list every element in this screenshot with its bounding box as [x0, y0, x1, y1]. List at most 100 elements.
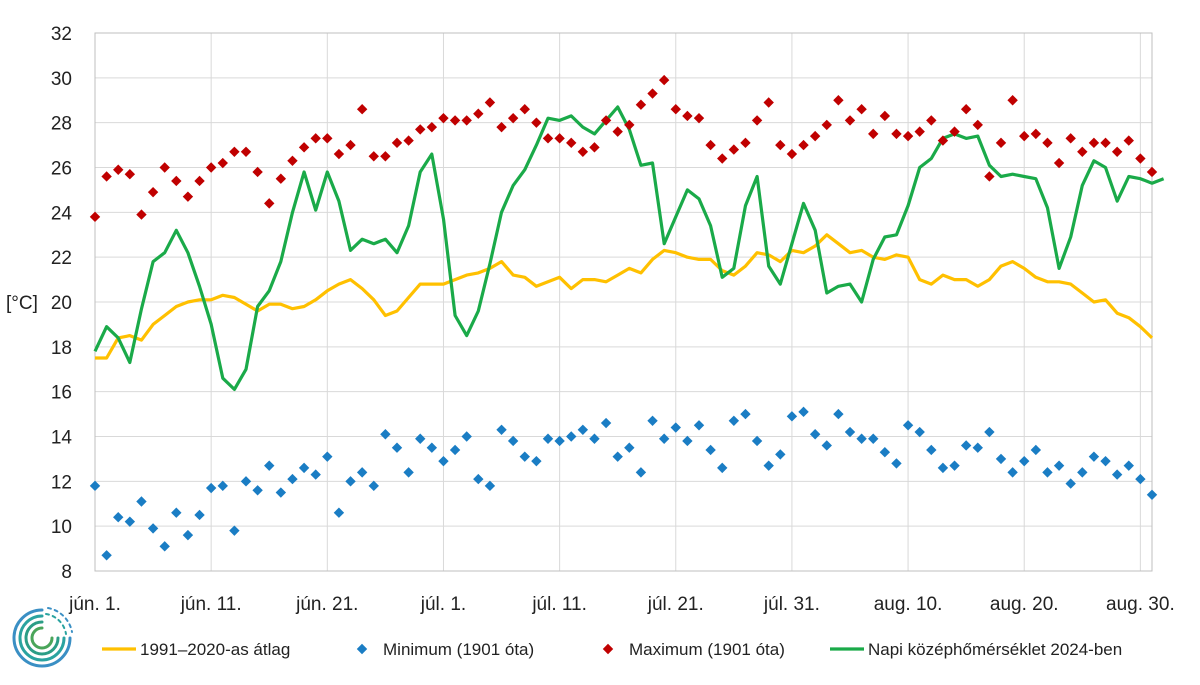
- data-point: [554, 133, 565, 144]
- data-point: [775, 139, 786, 151]
- data-point: [345, 139, 356, 151]
- data-point: [995, 453, 1007, 465]
- data-point: [566, 431, 577, 442]
- data-point: [461, 431, 472, 442]
- data-point: [1030, 128, 1042, 140]
- data-point: [926, 115, 937, 126]
- data-point: [833, 95, 844, 106]
- data-point: [717, 153, 728, 164]
- x-tick-label: júl. 31.: [763, 594, 820, 615]
- data-point: [809, 130, 821, 142]
- data-point: [1030, 444, 1042, 456]
- chart-series: [89, 74, 1165, 561]
- data-point: [693, 112, 705, 124]
- data-point: [705, 139, 716, 151]
- data-point: [868, 128, 879, 140]
- data-point: [484, 480, 496, 492]
- chart-legend: 1991–2020-as átlag Minimum (1901 óta) Maxi…: [102, 640, 1122, 659]
- data-point: [542, 133, 554, 144]
- y-tick-label: 32: [51, 24, 72, 45]
- data-point: [124, 516, 136, 527]
- data-point: [1146, 489, 1158, 500]
- y-tick-label: 20: [51, 293, 72, 314]
- data-point: [124, 169, 136, 180]
- data-point: [1053, 157, 1065, 169]
- data-point: [182, 191, 194, 202]
- data-point: [275, 173, 287, 184]
- data-point: [1111, 146, 1123, 158]
- data-point: [159, 541, 170, 552]
- data-point: [658, 433, 670, 444]
- data-point: [403, 467, 414, 478]
- x-tick-label: júl. 1.: [420, 594, 466, 615]
- data-point: [589, 433, 600, 444]
- legend-item: Maximum (1901 óta): [602, 640, 785, 659]
- data-point: [926, 444, 937, 456]
- legend-label: 1991–2020-as átlag: [140, 640, 290, 659]
- data-point: [101, 171, 112, 182]
- y-tick-label: 16: [51, 383, 72, 404]
- data-point: [1042, 137, 1053, 149]
- data-point: [554, 435, 565, 447]
- data-point: [473, 108, 484, 119]
- y-axis-label: [°C]: [6, 293, 38, 314]
- x-tick-label: jún. 11.: [180, 594, 242, 615]
- data-point: [1135, 473, 1146, 485]
- data-point: [484, 97, 496, 108]
- data-point: [391, 137, 403, 149]
- data-point: [194, 509, 205, 521]
- data-point: [1123, 135, 1134, 146]
- data-point: [461, 115, 472, 126]
- data-point: [1100, 137, 1111, 149]
- data-point: [438, 112, 449, 124]
- x-tick-label: aug. 20.: [990, 594, 1059, 615]
- data-point: [438, 455, 449, 467]
- data-point: [589, 142, 600, 153]
- data-point: [275, 487, 287, 498]
- x-tick-label: aug. 30.: [1106, 594, 1175, 615]
- y-tick-label: 30: [51, 69, 72, 90]
- y-tick-label: 22: [51, 248, 72, 269]
- data-point: [612, 451, 623, 462]
- data-point: [972, 119, 983, 131]
- data-point: [449, 444, 461, 456]
- data-point: [264, 460, 275, 471]
- data-point: [914, 426, 925, 438]
- data-point: [1042, 467, 1053, 478]
- data-point: [229, 525, 240, 536]
- data-point: [147, 523, 159, 534]
- legend-swatch: [602, 643, 614, 655]
- data-point: [821, 440, 832, 451]
- data-point: [1019, 455, 1030, 467]
- data-point: [333, 148, 345, 160]
- data-point: [322, 451, 333, 462]
- data-point: [891, 128, 902, 140]
- data-point: [902, 130, 914, 142]
- data-point: [798, 139, 809, 151]
- data-point: [856, 104, 867, 115]
- data-point: [310, 133, 321, 144]
- legend-item: Minimum (1901 óta): [356, 640, 534, 659]
- x-tick-label: jún. 21.: [295, 594, 358, 615]
- data-point: [821, 119, 832, 131]
- data-point: [600, 417, 612, 429]
- data-point: [566, 137, 577, 149]
- data-point: [844, 426, 856, 438]
- data-point: [1007, 95, 1018, 106]
- data-point: [240, 146, 252, 158]
- x-tick-label: aug. 10.: [874, 594, 943, 615]
- data-point: [264, 198, 275, 209]
- data-point: [147, 186, 159, 198]
- data-point: [368, 151, 379, 162]
- data-point: [635, 467, 647, 478]
- data-point: [310, 469, 321, 480]
- y-tick-label: 28: [51, 114, 72, 135]
- plot-frame: [94, 32, 1153, 572]
- data-point: [809, 429, 821, 440]
- data-point: [577, 146, 589, 158]
- data-point: [682, 110, 693, 122]
- data-point: [984, 426, 995, 438]
- data-point: [763, 97, 774, 108]
- data-point: [1123, 460, 1134, 471]
